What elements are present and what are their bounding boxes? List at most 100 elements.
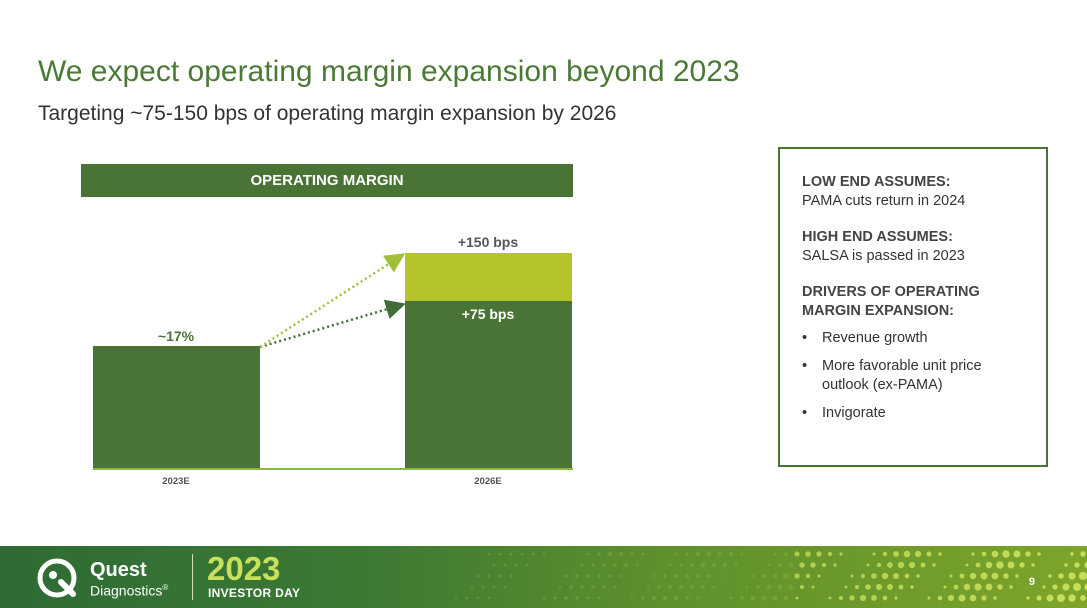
decorative-dot: [938, 552, 942, 556]
decorative-dot: [575, 574, 579, 578]
decorative-dot: [663, 574, 667, 578]
decorative-dot: [991, 550, 999, 558]
decorative-dot: [678, 584, 684, 590]
decorative-dot: [619, 574, 623, 578]
decorative-dot: [597, 574, 601, 578]
decorative-dot: [564, 596, 568, 600]
decorative-dot: [476, 596, 480, 600]
decorative-dot: [695, 551, 701, 557]
decorative-dot: [679, 563, 683, 567]
decorative-dot: [908, 561, 916, 569]
decorative-dot: [1042, 585, 1046, 589]
decorative-dot: [980, 572, 988, 580]
decorative-dot: [1036, 595, 1042, 601]
bar-2023e: [93, 346, 260, 468]
decorative-dot: [833, 563, 837, 567]
decorative-dot: [788, 562, 794, 568]
decorative-dot: [1019, 562, 1025, 568]
decorative-dot: [898, 584, 904, 590]
decorative-dot: [608, 574, 612, 578]
decorative-dot: [894, 596, 898, 600]
decorative-dot: [586, 552, 590, 556]
decorative-dot: [839, 552, 843, 556]
decorative-dot: [1068, 594, 1076, 602]
decorative-dot: [591, 585, 595, 589]
data-label-2023e: ~17%: [158, 328, 195, 344]
decorative-dot: [865, 584, 871, 590]
decorative-dot: [525, 563, 529, 567]
decorative-dot: [1080, 551, 1086, 557]
decorative-dot: [996, 561, 1004, 569]
decorative-dot: [591, 563, 595, 567]
decorative-dot: [711, 562, 717, 568]
decorative-dot: [487, 574, 491, 578]
decorative-dot: [799, 584, 805, 590]
decorative-dot: [963, 583, 971, 591]
decorative-dot: [816, 551, 822, 557]
decorative-dot: [893, 551, 899, 557]
decorative-dot: [602, 585, 606, 589]
decorative-dot: [707, 574, 711, 578]
decorative-dot: [799, 562, 805, 568]
decorative-dot: [949, 574, 953, 578]
decorative-dot: [794, 573, 800, 579]
decorative-dot: [756, 585, 760, 589]
decorative-dot: [487, 552, 491, 556]
decorative-dot: [866, 563, 870, 567]
assumptions-box: LOW END ASSUMES: PAMA cuts return in 202…: [778, 147, 1048, 467]
decorative-dot: [881, 572, 889, 580]
decorative-dot: [740, 596, 744, 600]
tick-label-2023e: 2023E: [162, 476, 189, 487]
decorative-dot: [1031, 563, 1035, 567]
event-year: 2023: [207, 550, 281, 587]
decorative-dot: [784, 552, 788, 556]
decorative-dot: [985, 583, 993, 591]
decorative-dot: [718, 574, 722, 578]
decorative-dot: [914, 550, 922, 558]
decorative-dot: [871, 573, 877, 579]
decorative-dot: [602, 563, 606, 567]
decorative-dot: [762, 574, 766, 578]
decorative-dot: [1046, 594, 1054, 602]
data-label-low: +75 bps: [462, 306, 515, 322]
decorative-dot: [1007, 561, 1015, 569]
decorative-dot: [1064, 563, 1068, 567]
decorative-dot: [689, 584, 695, 590]
decorative-dot: [481, 585, 485, 589]
decorative-dot: [641, 552, 645, 556]
decorative-dot: [740, 552, 744, 556]
decorative-dot: [1037, 552, 1041, 556]
decorative-dot: [849, 595, 855, 601]
decorative-dot: [783, 573, 789, 579]
decorative-dot: [1062, 583, 1070, 591]
quest-logo-icon: [37, 558, 77, 598]
decorative-dot: [932, 563, 936, 567]
high-end-heading: HIGH END ASSUMES:: [802, 229, 953, 245]
decorative-dot: [910, 585, 914, 589]
decorative-dot: [871, 595, 877, 601]
decorative-dot: [993, 596, 997, 600]
decorative-dot: [619, 552, 623, 556]
page-number: 9: [1028, 576, 1035, 588]
decorative-dot: [854, 584, 860, 590]
decorative-dot: [745, 585, 749, 589]
footer-divider: [192, 554, 193, 600]
decorative-dot: [608, 552, 612, 556]
decorative-dot: [1009, 585, 1013, 589]
decorative-dot: [553, 596, 557, 600]
decorative-dot: [875, 583, 883, 591]
decorative-dot: [673, 573, 679, 579]
decorative-dot: [706, 551, 712, 557]
decorative-dot: [1070, 552, 1074, 556]
decorative-dot: [969, 594, 977, 602]
decorative-dot: [1052, 584, 1058, 590]
decorative-dot: [701, 585, 705, 589]
driver-item: More favorable unit price outlook (ex-PA…: [802, 357, 1022, 395]
decorative-dot: [564, 574, 568, 578]
decorative-dot: [586, 596, 590, 600]
decorative-dot: [597, 596, 601, 600]
drivers-list: Revenue growth More favorable unit price…: [802, 329, 1046, 423]
decorative-dot: [509, 574, 513, 578]
decorative-dot: [1068, 572, 1076, 580]
decorative-dot: [652, 574, 656, 578]
